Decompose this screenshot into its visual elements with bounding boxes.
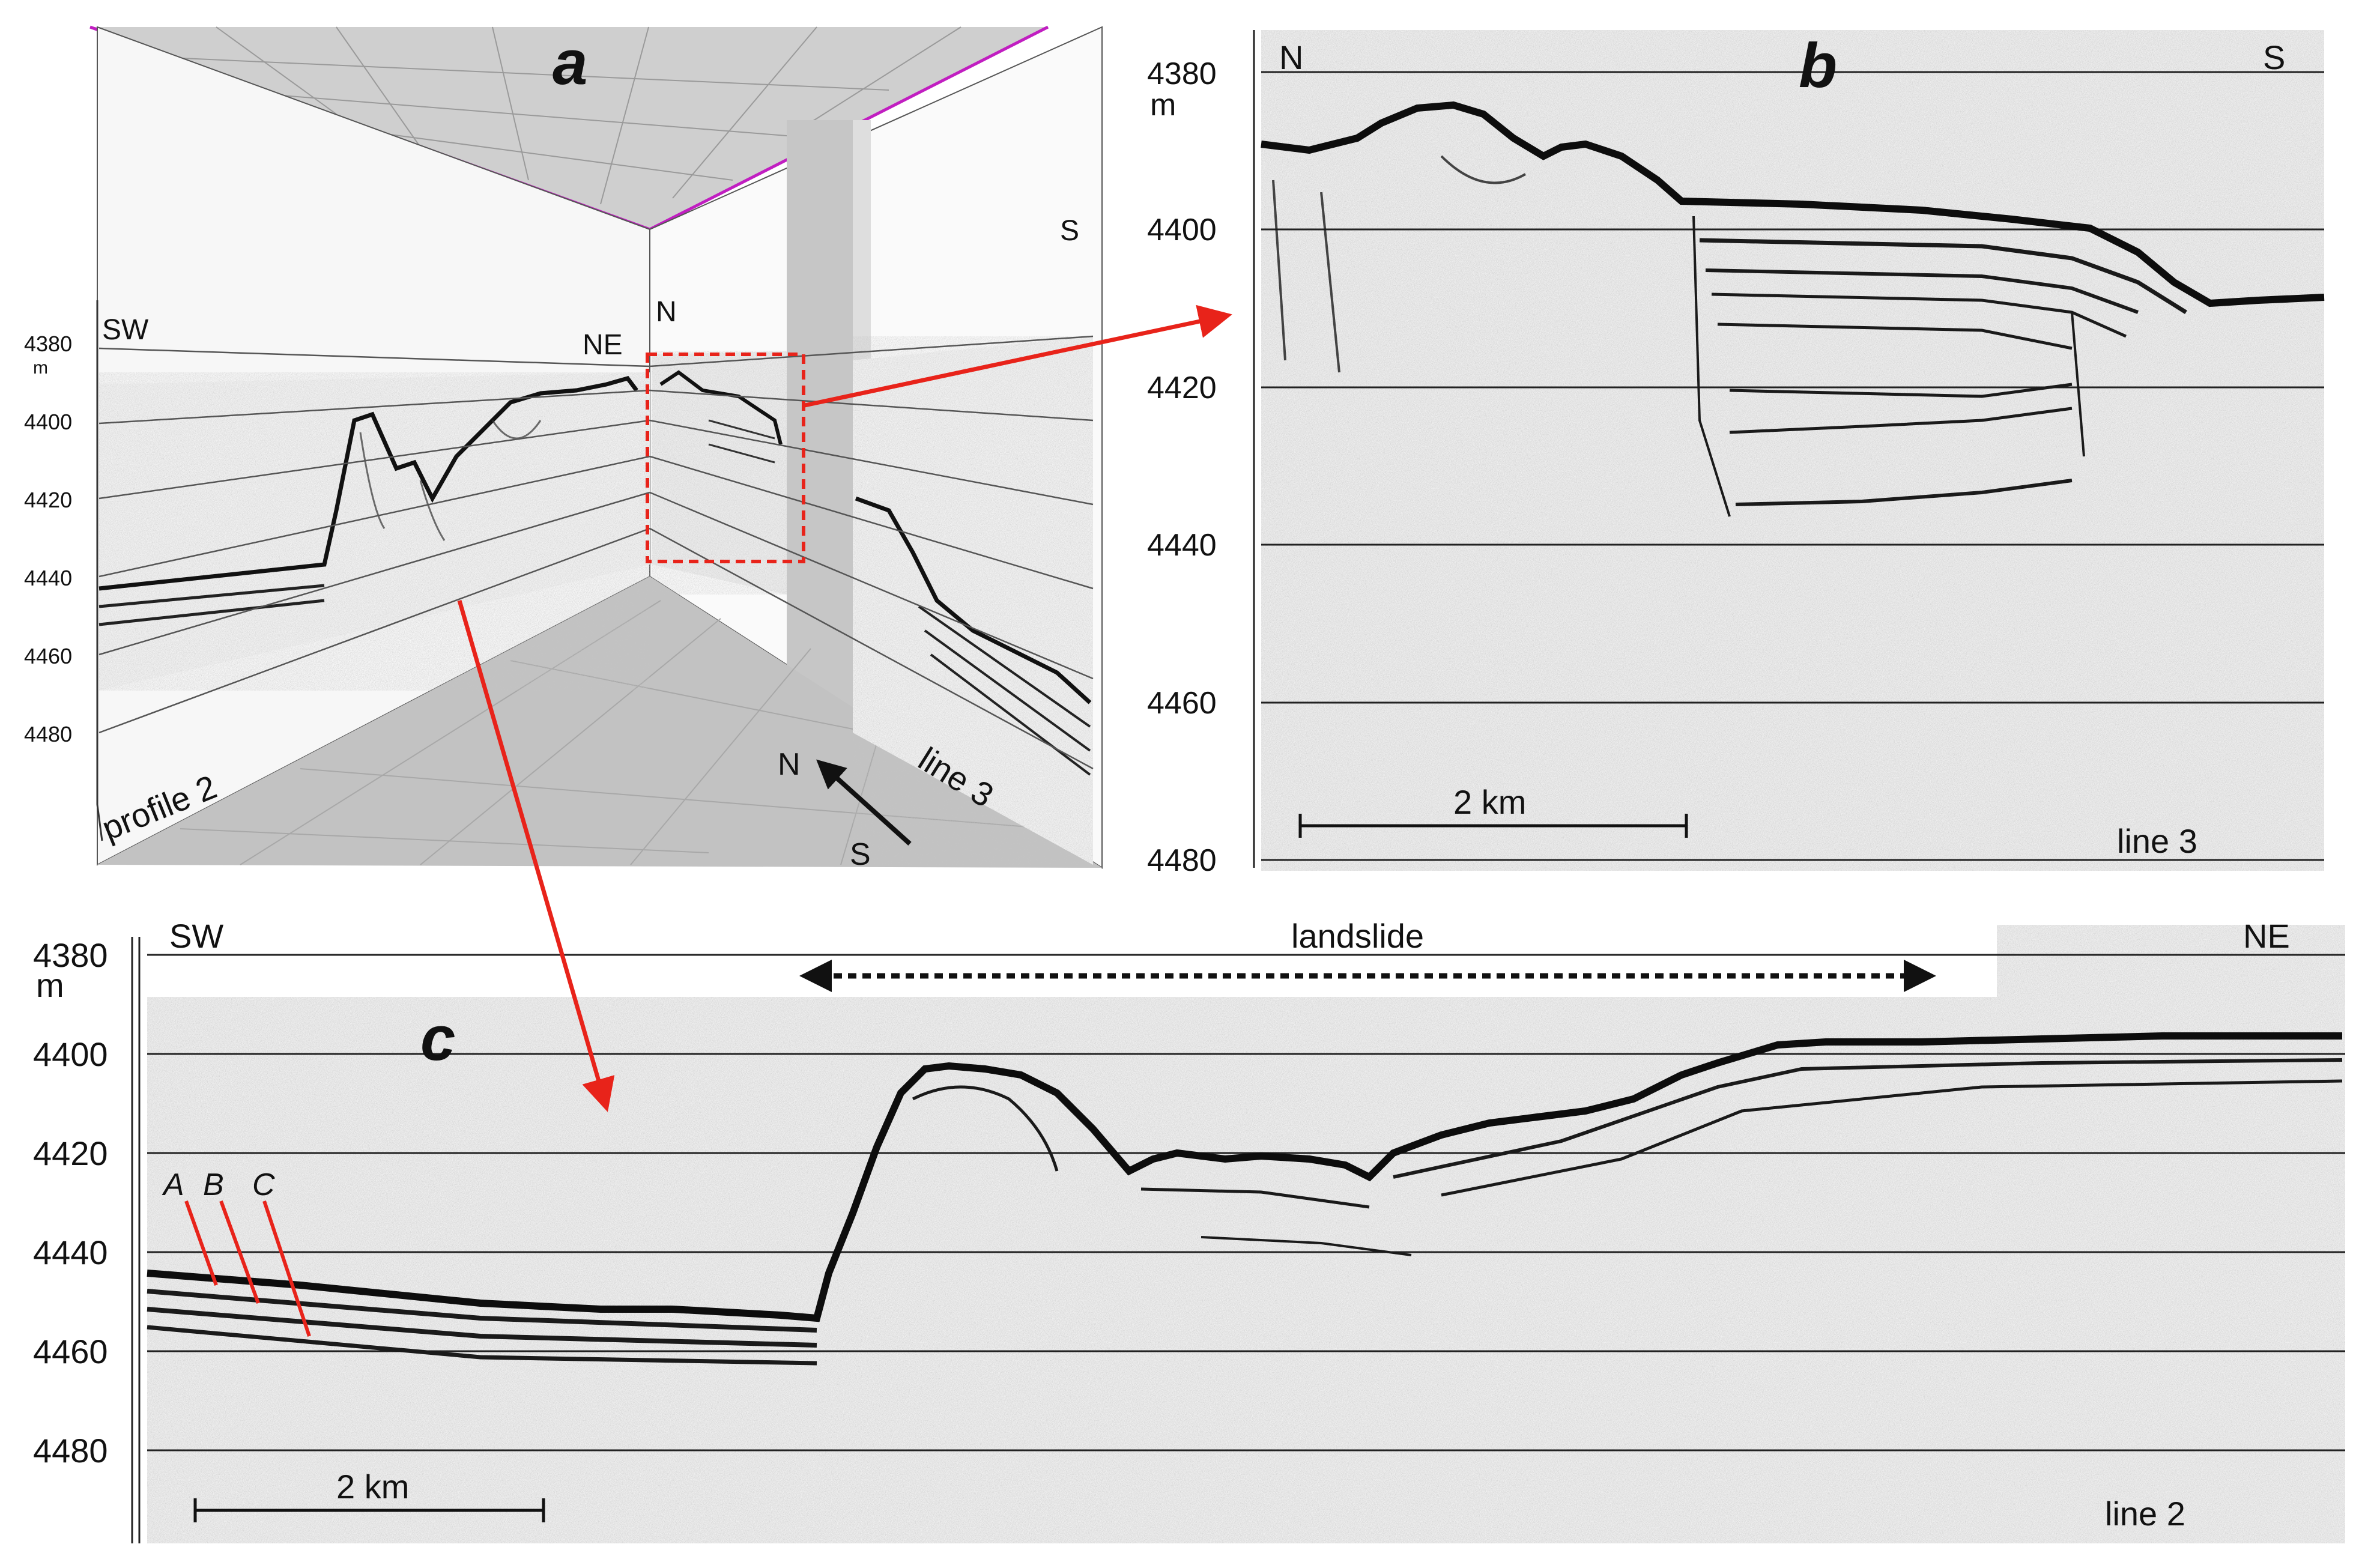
panel-b-letter: b xyxy=(1799,31,1837,101)
panel-b: 2 km b N S line 3 4380 m 4400 4420 4440 … xyxy=(1147,30,2325,878)
panel-a-tick-label: 4380 xyxy=(24,331,72,356)
panel-c-tick-label: 4460 xyxy=(33,1333,108,1370)
panel-b-s-label: S xyxy=(2263,38,2285,76)
panel-b-unit-label: m xyxy=(1150,88,1176,123)
panel-b-tick-label: 4480 xyxy=(1147,843,1217,878)
panel-b-scale-label: 2 km xyxy=(1453,783,1526,821)
panel-c-scale-bar xyxy=(193,1498,545,1522)
panel-a-ne-label: NE xyxy=(583,329,623,361)
panel-c-markers: A B C xyxy=(162,1167,311,1337)
panel-a-compass-n: N xyxy=(778,747,801,782)
panel-c: landslide A B C 2 km c SW NE line 2 4380… xyxy=(33,917,2345,1543)
panel-b-tick-label: 4400 xyxy=(1147,213,1217,247)
panel-b-tick-label: 4420 xyxy=(1147,371,1217,405)
panel-a-compass-s: S xyxy=(850,837,871,872)
panel-a-ceiling-grid xyxy=(156,26,961,205)
panel-a-tick-label: 4400 xyxy=(24,410,72,434)
panel-a-n-label: N xyxy=(656,296,677,328)
panel-c-depth-ticks: 4380 m 4400 4420 4440 4460 4480 xyxy=(33,936,108,1470)
panel-c-tick-label: 4440 xyxy=(33,1234,108,1271)
panel-a-sw-label: SW xyxy=(102,314,149,346)
panel-a-tick-label: 4420 xyxy=(24,488,72,512)
panel-a-tick-label: 4460 xyxy=(24,644,72,668)
panel-c-line-name: line 2 xyxy=(2105,1495,2185,1533)
marker-b-label: B xyxy=(203,1167,224,1202)
panel-a-floor-grid xyxy=(180,600,1052,865)
zoom-arrow-to-b xyxy=(804,304,1232,408)
panel-a-s-label: S xyxy=(1060,215,1079,247)
panel-c-unit-label: m xyxy=(36,966,64,1004)
panel-c-gridlines xyxy=(147,954,2345,1451)
panel-a-profile-2 xyxy=(98,372,650,691)
marker-c-label: C xyxy=(252,1167,275,1202)
panel-b-tick-label: 4460 xyxy=(1147,686,1217,721)
landslide-label: landslide xyxy=(1291,917,1424,955)
panel-b-tick-label: 4440 xyxy=(1147,528,1217,563)
panel-a-profile-2-seafloor xyxy=(98,375,638,591)
panel-b-n-label: N xyxy=(1279,38,1303,76)
panel-c-tick-label: 4420 xyxy=(33,1134,108,1172)
panel-c-ne-label: NE xyxy=(2243,917,2290,955)
panel-a-tick-label: 4440 xyxy=(24,566,72,590)
panel-a-line-3-seafloor xyxy=(855,496,1092,704)
panel-b-line-name: line 3 xyxy=(2117,822,2197,860)
panel-a-unit-label: m xyxy=(33,358,48,378)
panel-a-grey-slab xyxy=(787,120,853,721)
panel-c-tick-label: 4380 xyxy=(33,936,108,974)
panel-c-sw-label: SW xyxy=(169,917,223,955)
panel-a-depth-ticks: 4380 m 4400 4420 4440 4460 4480 xyxy=(24,331,72,746)
zoom-arrow-to-c xyxy=(457,600,615,1112)
panel-b-depth-ticks: 4380 m 4400 4420 4440 4460 4480 xyxy=(1147,56,1217,878)
panel-c-tick-label: 4400 xyxy=(33,1035,108,1073)
panel-a: a SW NE N S profile 2 line 3 N S 4380 m … xyxy=(24,25,1103,872)
panel-c-letter: c xyxy=(420,1003,455,1074)
panel-b-scale-bar xyxy=(1298,814,1688,838)
panel-a-depth-lines xyxy=(98,335,1094,770)
panel-b-seafloor xyxy=(1261,101,2325,307)
panel-a-tick-label: 4480 xyxy=(24,722,72,746)
north-arrow-icon xyxy=(816,759,912,846)
panel-c-seafloor xyxy=(147,1032,2342,1322)
panel-a-line-3 xyxy=(652,336,1093,865)
panel-a-floor xyxy=(97,577,1102,868)
panel-a-letter: a xyxy=(553,28,587,98)
panel-c-tick-label: 4480 xyxy=(33,1432,108,1470)
panel-c-blank-band xyxy=(147,925,1997,997)
panel-b-tick-label: 4380 xyxy=(1147,56,1217,91)
panel-b-gridlines xyxy=(1261,71,2324,861)
panel-c-scale-label: 2 km xyxy=(336,1468,409,1506)
panel-a-ceiling xyxy=(90,27,1048,229)
marker-a-label: A xyxy=(162,1167,184,1202)
panel-b-reflectors xyxy=(1272,155,2187,517)
panel-a-zoom-box xyxy=(646,353,805,563)
